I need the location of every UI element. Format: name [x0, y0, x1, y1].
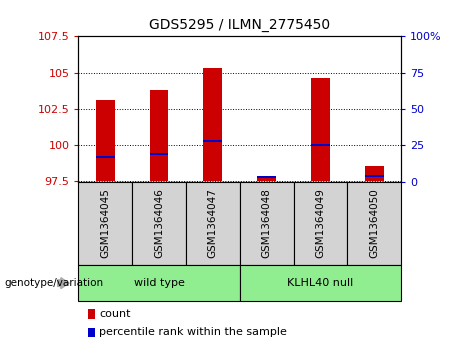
Bar	[257, 177, 276, 182]
Bar	[78, 182, 132, 265]
Bar	[347, 182, 401, 265]
Text: GSM1364046: GSM1364046	[154, 188, 164, 258]
Text: GSM1364049: GSM1364049	[315, 188, 325, 258]
Bar	[150, 90, 168, 182]
Bar	[311, 78, 330, 182]
Bar	[294, 182, 347, 265]
Text: genotype/variation: genotype/variation	[5, 278, 104, 288]
Text: KLHL40 null: KLHL40 null	[287, 278, 354, 288]
Bar	[365, 175, 384, 177]
Bar	[365, 166, 384, 182]
Text: GSM1364047: GSM1364047	[208, 188, 218, 258]
Bar	[257, 176, 276, 178]
Bar	[203, 140, 222, 142]
Bar	[186, 182, 240, 265]
Bar	[96, 156, 115, 158]
Title: GDS5295 / ILMN_2775450: GDS5295 / ILMN_2775450	[149, 19, 330, 33]
Text: GSM1364050: GSM1364050	[369, 188, 379, 258]
Text: wild type: wild type	[134, 278, 184, 288]
Bar	[132, 182, 186, 265]
Text: GSM1364045: GSM1364045	[100, 188, 110, 258]
Text: percentile rank within the sample: percentile rank within the sample	[99, 327, 287, 337]
Bar	[96, 100, 115, 182]
Bar	[240, 182, 294, 265]
Bar	[240, 265, 401, 301]
Bar	[203, 68, 222, 182]
Bar	[150, 153, 168, 155]
Bar	[78, 265, 240, 301]
Text: count: count	[99, 309, 130, 319]
Text: GSM1364048: GSM1364048	[261, 188, 272, 258]
Bar	[311, 144, 330, 146]
